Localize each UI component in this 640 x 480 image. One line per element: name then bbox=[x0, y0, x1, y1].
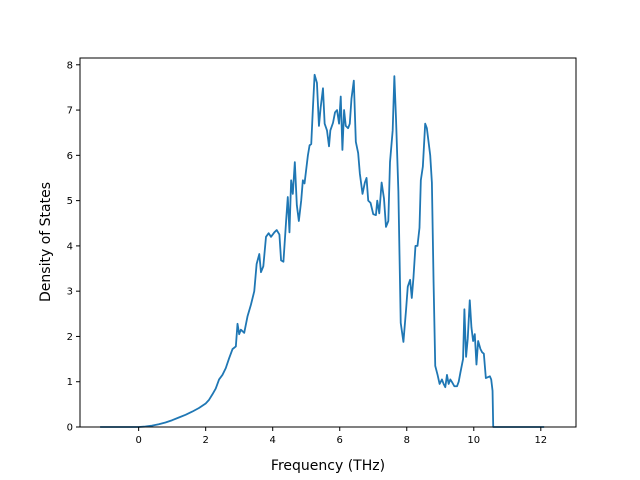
x-tick-label: 4 bbox=[270, 435, 276, 446]
y-tick-label: 4 bbox=[67, 241, 73, 252]
y-tick-label: 5 bbox=[67, 196, 73, 207]
x-axis-ticks: 0 2 4 6 8 10 12 bbox=[135, 427, 547, 446]
x-tick-label: 10 bbox=[467, 435, 480, 446]
y-tick-label: 6 bbox=[67, 151, 73, 162]
y-tick-label: 1 bbox=[67, 377, 73, 388]
series-lines bbox=[100, 73, 545, 428]
x-tick-label: 2 bbox=[202, 435, 208, 446]
x-tick-label: 0 bbox=[135, 435, 141, 446]
y-tick-label: 0 bbox=[67, 423, 73, 434]
plot-frame bbox=[79, 57, 577, 428]
y-axis-ticks: 0 1 2 3 4 5 6 7 8 bbox=[67, 60, 80, 434]
x-tick-label: 12 bbox=[534, 435, 547, 446]
y-tick-label: 2 bbox=[67, 332, 73, 343]
y-tick-label: 7 bbox=[67, 106, 73, 117]
x-tick-label: 6 bbox=[337, 435, 343, 446]
y-axis-label: Density of States bbox=[38, 182, 54, 302]
x-axis-label: Frequency (THz) bbox=[271, 458, 385, 474]
plot-area bbox=[80, 58, 576, 427]
y-tick-label: 8 bbox=[67, 60, 73, 71]
series-line-0 bbox=[100, 73, 545, 428]
x-tick-label: 8 bbox=[404, 435, 410, 446]
y-tick-label: 3 bbox=[67, 287, 73, 298]
